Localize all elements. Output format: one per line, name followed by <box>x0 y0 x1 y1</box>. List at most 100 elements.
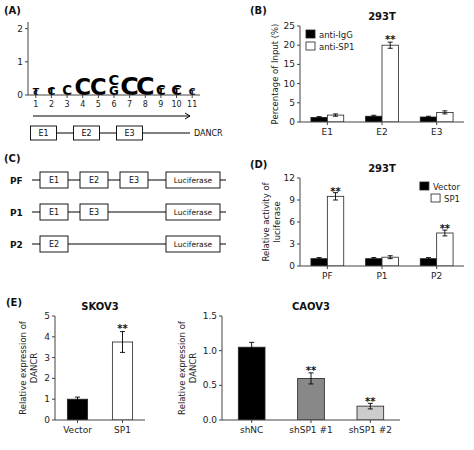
y-tick <box>25 61 28 62</box>
y-tick <box>297 222 300 223</box>
y-axis <box>300 26 301 122</box>
construct-element-label: E1 <box>49 208 59 217</box>
logo-letter: T <box>33 86 40 95</box>
construct-element-label: E2 <box>49 240 59 249</box>
y-tick-label: 20 <box>284 40 296 50</box>
logo-letter: C <box>62 83 72 95</box>
y-tick <box>297 45 300 46</box>
error-bar <box>426 116 431 118</box>
logo-letter: C <box>48 85 56 95</box>
x-tick-label: 2 <box>49 100 54 109</box>
y-tick <box>52 420 55 421</box>
annotation: ** <box>440 223 451 234</box>
construct-element <box>80 204 108 220</box>
reporter-label: Luciferase <box>174 208 213 217</box>
logo-letter: T <box>48 86 55 95</box>
construct-name: P1 <box>10 208 23 218</box>
reporter-box <box>166 172 220 188</box>
y-tick <box>52 357 55 358</box>
bar <box>238 347 265 420</box>
construct-element-label: E1 <box>49 176 59 185</box>
y-axis-label-line: DANCR <box>29 353 39 384</box>
y-tick-label: 2 <box>17 24 23 34</box>
y-tick <box>297 26 300 27</box>
logo-letter: C <box>156 83 166 95</box>
legend-label: Vector <box>433 182 461 192</box>
x-tick-label: 11 <box>187 100 197 109</box>
legend-label: anti-IgG <box>319 30 353 40</box>
x-tick <box>327 266 328 269</box>
y-tick-label: 1.5 <box>203 311 217 321</box>
gene-element-label: E2 <box>81 129 91 138</box>
y-tick <box>52 336 55 337</box>
x-tick-label: 10 <box>171 100 181 109</box>
gene-name: DANCR <box>194 129 223 138</box>
x-tick <box>77 420 78 423</box>
x-tick-label: 7 <box>127 100 132 109</box>
logo-letter: C <box>189 86 196 95</box>
x-tick-label: Vector <box>63 425 92 435</box>
y-tick-label: 3 <box>289 239 295 249</box>
bar <box>298 378 325 420</box>
gene-element <box>116 126 142 140</box>
panel-label: (A) <box>4 5 21 16</box>
y-tick-label: 2 <box>44 373 50 383</box>
annotation: ** <box>306 365 317 376</box>
x-tick-label: 9 <box>158 100 163 109</box>
x-tick <box>67 95 68 98</box>
legend-label: SP1 <box>444 194 460 204</box>
y-axis-label: Relative expression ofDANCR <box>177 320 198 415</box>
y-tick-label: 10 <box>284 79 296 89</box>
y-tick <box>219 385 222 386</box>
y-tick <box>297 83 300 84</box>
x-tick <box>51 95 52 98</box>
reporter-label: Luciferase <box>174 176 213 185</box>
y-tick-label: 6 <box>289 217 295 227</box>
construct-element-label: E2 <box>89 176 99 185</box>
x-tick <box>122 420 123 423</box>
y-axis-label-line: Relative expression of <box>177 320 187 415</box>
y-tick-label: 1 <box>44 394 50 404</box>
y-axis-label: Relative expression ofDANCR <box>18 320 39 415</box>
y-axis-label-line: Relative activity of <box>261 181 271 261</box>
error-bar <box>371 115 376 117</box>
x-tick-label: shSP1 #1 <box>289 425 332 435</box>
annotation: ** <box>330 186 341 197</box>
construct-element-label: E3 <box>129 176 139 185</box>
logo-letter: C <box>109 71 120 88</box>
x-tick-label: shNC <box>240 425 263 435</box>
y-tick <box>52 399 55 400</box>
reporter-box <box>166 204 220 220</box>
y-axis <box>28 22 29 95</box>
x-tick <box>370 420 371 423</box>
error-bar <box>371 258 376 260</box>
x-tick-label: 8 <box>143 100 148 109</box>
gene-element <box>30 126 56 140</box>
x-tick-label: P1 <box>376 271 387 281</box>
y-axis-label: Percentage of Input (%) <box>270 24 280 125</box>
x-tick <box>98 95 99 98</box>
y-tick-label: 4 <box>44 332 50 342</box>
construct-name: PF <box>10 176 23 186</box>
gene-element-label: E3 <box>124 129 134 138</box>
y-tick-label: 0 <box>17 90 23 100</box>
error-bar <box>442 111 447 114</box>
logo-letter: T <box>190 89 195 95</box>
legend: Vector SP1 <box>420 182 461 204</box>
y-tick <box>52 316 55 317</box>
x-tick-label: SP1 <box>114 425 131 435</box>
x-tick-label: 4 <box>80 100 85 109</box>
panel-label: (E) <box>6 297 22 308</box>
x-tick-label: P2 <box>431 271 442 281</box>
title: CAOV3 <box>292 301 330 312</box>
x-tick-label: PF <box>322 271 333 281</box>
error-bar <box>317 258 322 260</box>
x-tick-label: E2 <box>376 127 387 137</box>
title: 293T <box>368 11 396 22</box>
bar <box>420 117 436 122</box>
plot-area <box>311 42 453 122</box>
x-tick <box>436 122 437 125</box>
x-tick <box>145 95 146 98</box>
x-tick <box>129 95 130 98</box>
bar <box>311 117 327 122</box>
